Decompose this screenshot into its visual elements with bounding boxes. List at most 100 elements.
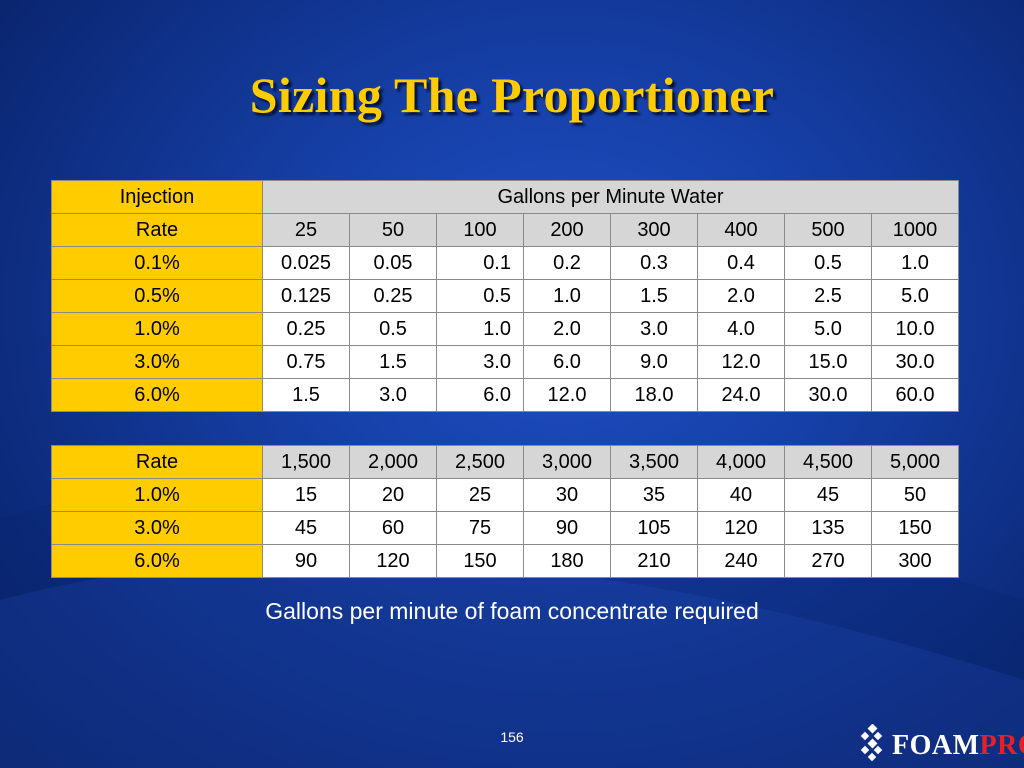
value-cell: 1.0 — [871, 246, 959, 280]
value-cell: 30.0 — [784, 378, 872, 412]
gpm-water-header-cell: Gallons per Minute Water — [262, 180, 959, 214]
value-cell: 0.125 — [262, 279, 350, 313]
value-cell: 120 — [697, 511, 785, 545]
table-header-row: Rate 25 50 100 200 300 400 500 1000 — [51, 213, 959, 247]
column-header: 300 — [610, 213, 698, 247]
value-cell: 0.25 — [349, 279, 437, 313]
rate-header-cell: Rate — [51, 213, 263, 247]
value-cell: 3.0 — [436, 345, 524, 379]
value-cell: 60 — [349, 511, 437, 545]
value-cell: 135 — [784, 511, 872, 545]
value-cell: 0.25 — [262, 312, 350, 346]
value-cell: 12.0 — [697, 345, 785, 379]
value-cell: 40 — [697, 478, 785, 512]
value-cell: 3.0 — [610, 312, 698, 346]
value-cell: 0.025 — [262, 246, 350, 280]
table-row: 6.0% 1.5 3.0 6.0 12.0 18.0 24.0 30.0 60.… — [51, 378, 959, 412]
table-header-row: Injection Gallons per Minute Water — [51, 180, 959, 214]
value-cell: 60.0 — [871, 378, 959, 412]
value-cell: 1.5 — [262, 378, 350, 412]
value-cell: 0.5 — [784, 246, 872, 280]
column-header: 400 — [697, 213, 785, 247]
value-cell: 12.0 — [523, 378, 611, 412]
value-cell: 10.0 — [871, 312, 959, 346]
value-cell: 24.0 — [697, 378, 785, 412]
value-cell: 0.05 — [349, 246, 437, 280]
column-header: 200 — [523, 213, 611, 247]
value-cell: 180 — [523, 544, 611, 578]
high-flow-table: Rate 1,500 2,000 2,500 3,000 3,500 4,000… — [51, 445, 959, 578]
value-cell: 270 — [784, 544, 872, 578]
rate-cell: 6.0% — [51, 378, 263, 412]
table-row: 0.1% 0.025 0.05 0.1 0.2 0.3 0.4 0.5 1.0 — [51, 246, 959, 280]
value-cell: 1.5 — [349, 345, 437, 379]
value-cell: 90 — [262, 544, 350, 578]
rate-cell: 3.0% — [51, 511, 263, 545]
value-cell: 9.0 — [610, 345, 698, 379]
value-cell: 90 — [523, 511, 611, 545]
value-cell: 1.0 — [523, 279, 611, 313]
page-number: 156 — [500, 729, 524, 745]
column-header: 5,000 — [871, 445, 959, 479]
value-cell: 45 — [784, 478, 872, 512]
value-cell: 240 — [697, 544, 785, 578]
value-cell: 15.0 — [784, 345, 872, 379]
value-cell: 0.1 — [436, 246, 524, 280]
column-header: 1,500 — [262, 445, 350, 479]
water-flow-table: Injection Gallons per Minute Water Rate … — [51, 180, 959, 412]
logo-text-pro: PRO — [979, 730, 1024, 761]
injection-header-cell: Injection — [51, 180, 263, 214]
column-header: 4,000 — [697, 445, 785, 479]
column-header: 2,000 — [349, 445, 437, 479]
value-cell: 0.5 — [436, 279, 524, 313]
column-header: 4,500 — [784, 445, 872, 479]
table-row: 6.0% 90 120 150 180 210 240 270 300 — [51, 544, 959, 578]
foampro-logo: FOAMPRO® — [858, 722, 1024, 766]
value-cell: 0.5 — [349, 312, 437, 346]
rate-cell: 1.0% — [51, 312, 263, 346]
column-header: 1000 — [871, 213, 959, 247]
value-cell: 1.0 — [436, 312, 524, 346]
rate-cell: 1.0% — [51, 478, 263, 512]
table-header-row: Rate 1,500 2,000 2,500 3,000 3,500 4,000… — [51, 445, 959, 479]
value-cell: 15 — [262, 478, 350, 512]
logo-text-foam: FOAM — [892, 730, 980, 761]
value-cell: 105 — [610, 511, 698, 545]
value-cell: 50 — [871, 478, 959, 512]
value-cell: 150 — [871, 511, 959, 545]
table-caption: Gallons per minute of foam concentrate r… — [265, 598, 759, 624]
value-cell: 18.0 — [610, 378, 698, 412]
value-cell: 150 — [436, 544, 524, 578]
rate-cell: 0.1% — [51, 246, 263, 280]
value-cell: 0.2 — [523, 246, 611, 280]
value-cell: 5.0 — [784, 312, 872, 346]
column-header: 3,500 — [610, 445, 698, 479]
table-row: 1.0% 0.25 0.5 1.0 2.0 3.0 4.0 5.0 10.0 — [51, 312, 959, 346]
value-cell: 2.5 — [784, 279, 872, 313]
value-cell: 300 — [871, 544, 959, 578]
value-cell: 45 — [262, 511, 350, 545]
value-cell: 30 — [523, 478, 611, 512]
column-header: 100 — [436, 213, 524, 247]
value-cell: 3.0 — [349, 378, 437, 412]
rate-cell: 0.5% — [51, 279, 263, 313]
value-cell: 1.5 — [610, 279, 698, 313]
value-cell: 210 — [610, 544, 698, 578]
value-cell: 0.75 — [262, 345, 350, 379]
value-cell: 4.0 — [697, 312, 785, 346]
value-cell: 20 — [349, 478, 437, 512]
value-cell: 0.3 — [610, 246, 698, 280]
table-row: 0.5% 0.125 0.25 0.5 1.0 1.5 2.0 2.5 5.0 — [51, 279, 959, 313]
value-cell: 2.0 — [523, 312, 611, 346]
table-row: 3.0% 45 60 75 90 105 120 135 150 — [51, 511, 959, 545]
value-cell: 25 — [436, 478, 524, 512]
table-row: 1.0% 15 20 25 30 35 40 45 50 — [51, 478, 959, 512]
logo-wordmark: FOAMPRO® — [892, 730, 1024, 762]
rate-header-cell: Rate — [51, 445, 263, 479]
rate-cell: 6.0% — [51, 544, 263, 578]
column-header: 500 — [784, 213, 872, 247]
slide-title: Sizing The Proportioner — [249, 67, 775, 123]
value-cell: 30.0 — [871, 345, 959, 379]
value-cell: 5.0 — [871, 279, 959, 313]
diamond-logo-icon — [860, 724, 883, 762]
